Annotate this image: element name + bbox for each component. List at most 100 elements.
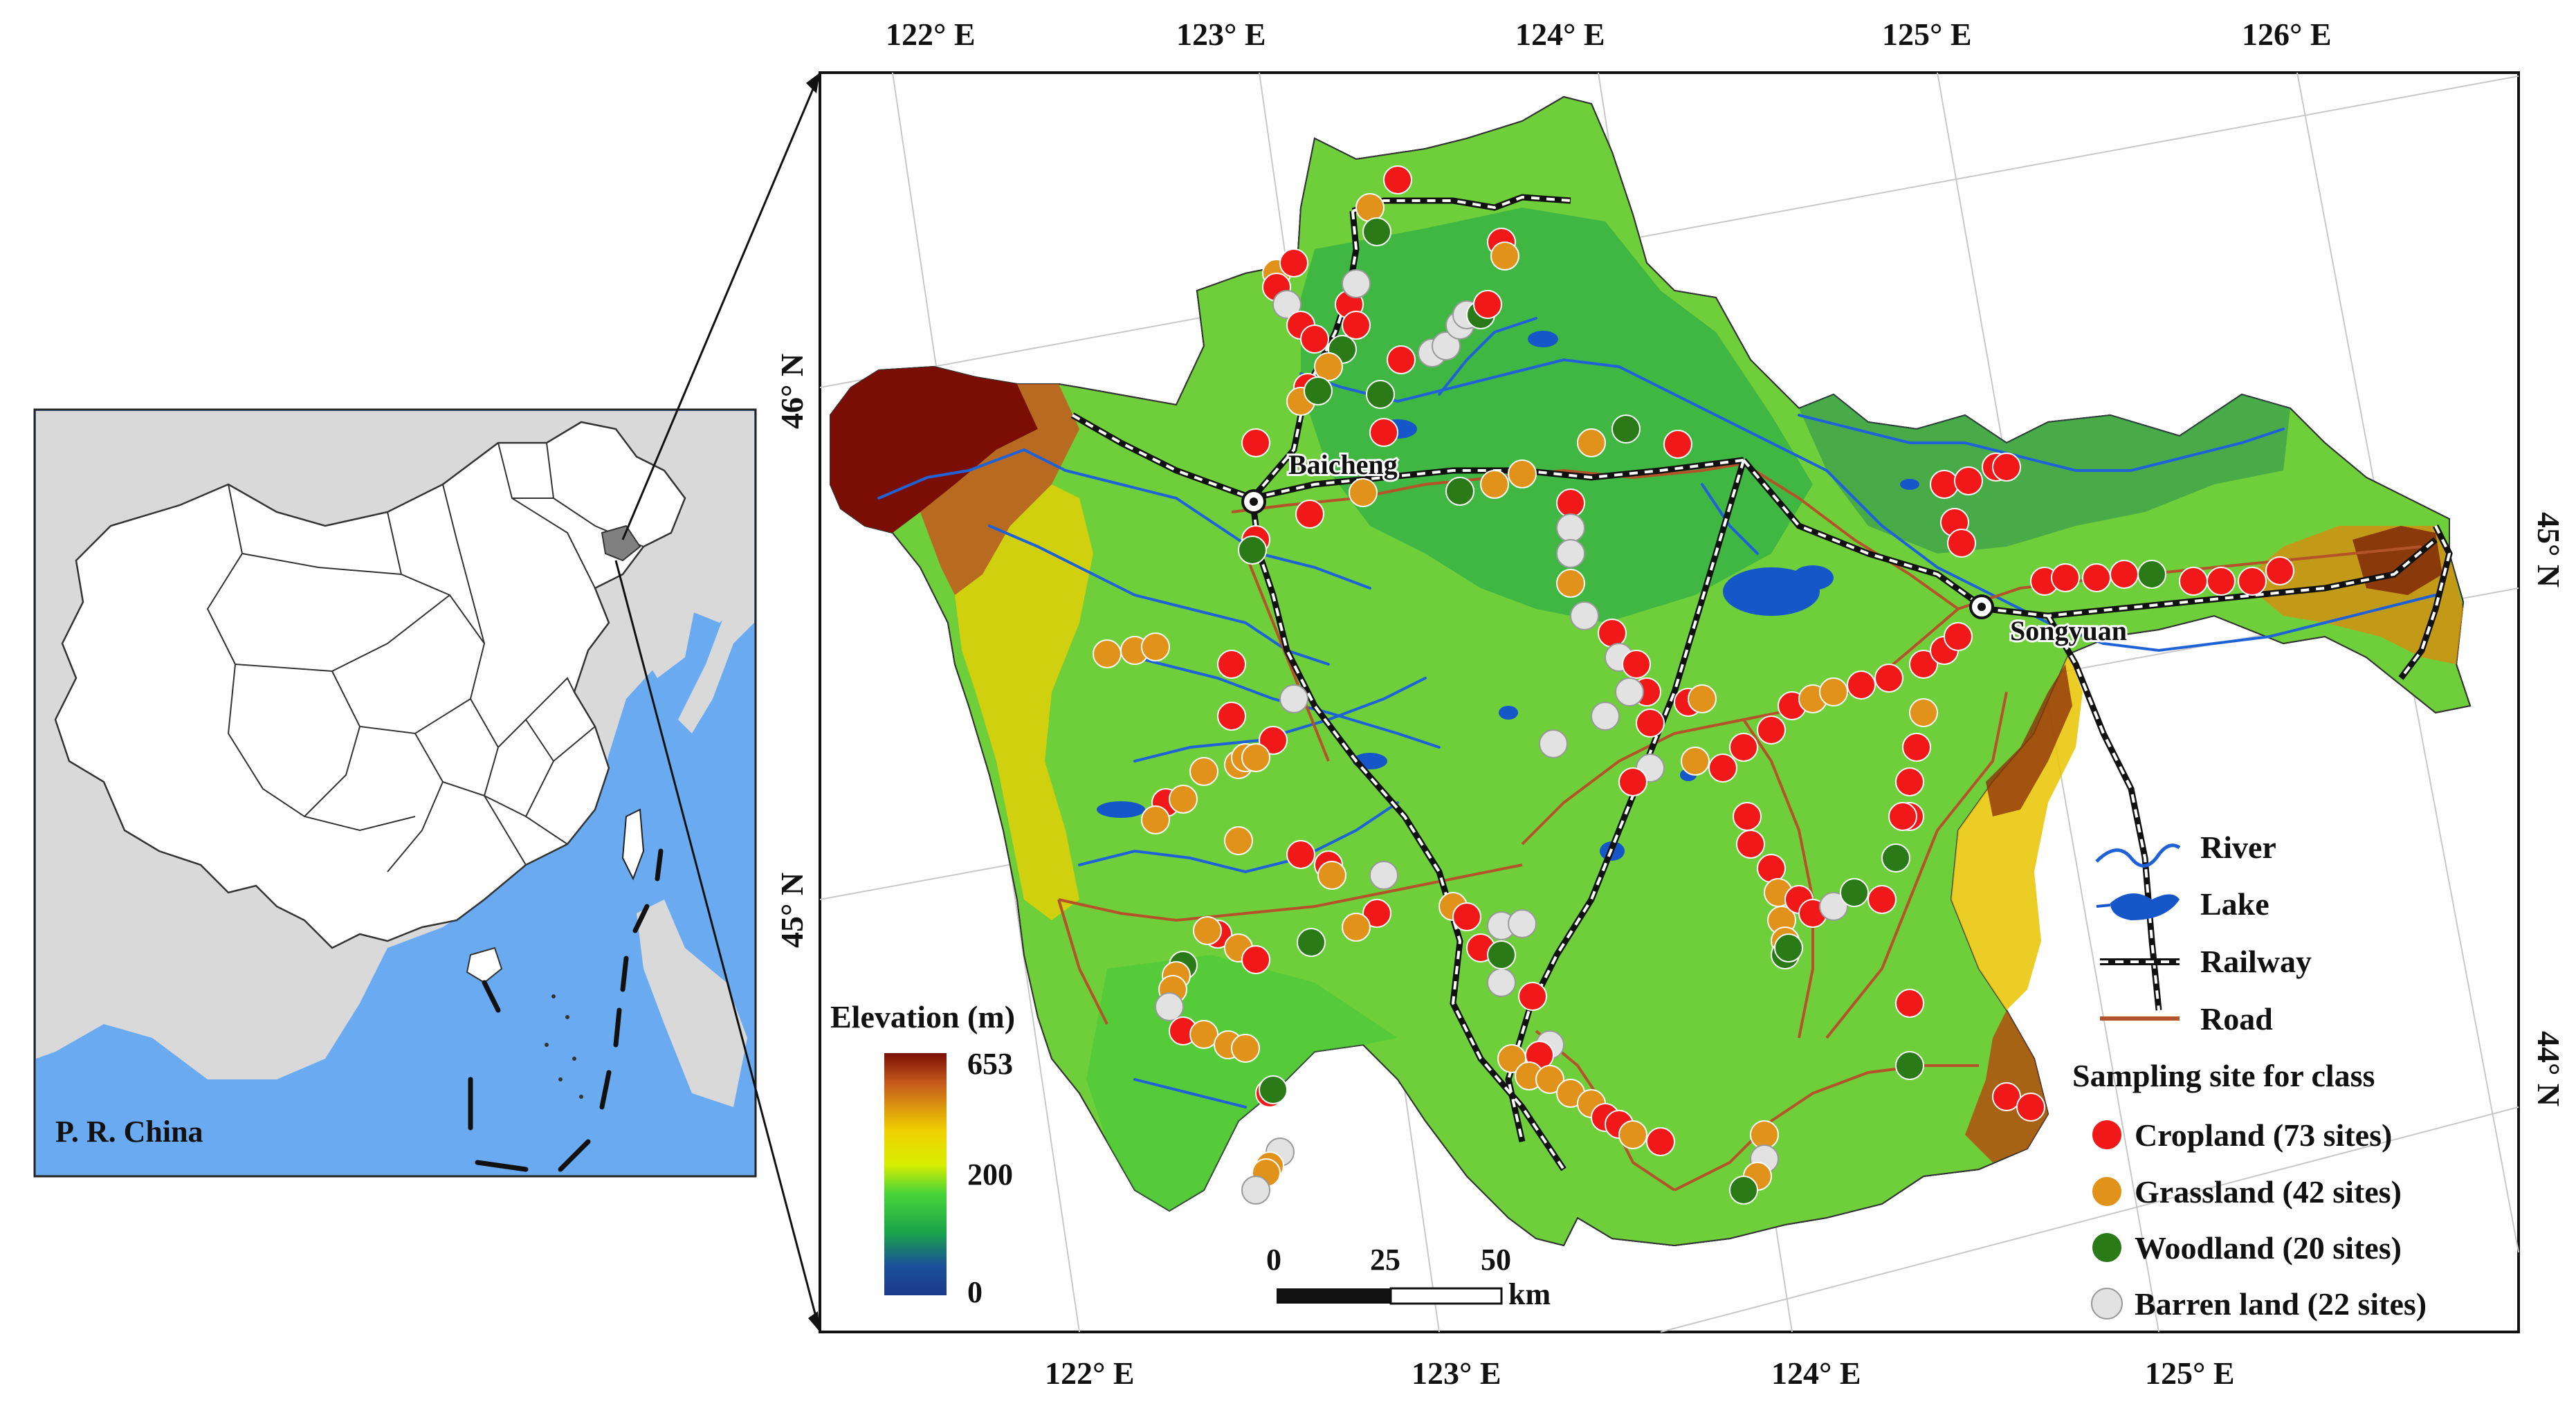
lon-top-3: 124° E xyxy=(1515,17,1605,52)
barren-marker-icon xyxy=(2091,1288,2123,1320)
grassland-site-marker xyxy=(1618,1120,1647,1149)
cropland-site-marker xyxy=(1452,902,1481,931)
scale-tick-25: 25 xyxy=(1370,1243,1400,1277)
grassland-site-marker xyxy=(1231,1034,1260,1063)
barren-site-marker xyxy=(1539,729,1568,758)
woodland-site-marker xyxy=(1238,536,1267,565)
cropland-site-marker xyxy=(1241,428,1270,457)
grassland-site-marker xyxy=(1193,916,1222,945)
city-dot-icon xyxy=(1977,603,1986,611)
cropland-site-marker xyxy=(1241,945,1270,974)
grassland-site-marker xyxy=(1480,470,1509,499)
nw-slope xyxy=(920,384,1079,595)
woodland-site-marker xyxy=(1895,1051,1924,1080)
cropland-site-marker xyxy=(1259,726,1288,755)
cropland-site-marker xyxy=(1636,709,1665,738)
cropland-site-marker xyxy=(2238,567,2267,596)
woodland-site-marker xyxy=(1366,380,1395,409)
grassland-site-marker xyxy=(1224,826,1253,855)
overview-island-dots xyxy=(545,994,583,1099)
city-label-baicheng: Baicheng xyxy=(1288,449,1398,480)
cropland-site-marker xyxy=(1369,418,1398,447)
grassland-site-marker xyxy=(1556,569,1585,598)
cropland-site-marker xyxy=(1874,664,1903,693)
legend-lake-label: Lake xyxy=(2200,886,2269,922)
legend-railway-label: Railway xyxy=(2200,944,2312,979)
legend-barren-label: Barren land (22 sites) xyxy=(2135,1286,2427,1322)
sampling-sites xyxy=(1093,165,2294,1205)
cropland-site-marker xyxy=(1473,290,1502,319)
cropland-site-marker xyxy=(1622,650,1651,679)
cropland-site-marker xyxy=(1847,670,1876,700)
overview-hainan xyxy=(466,947,503,984)
elevation-tick-max: 653 xyxy=(967,1047,1013,1081)
grassland-site-marker xyxy=(1314,352,1343,381)
scale-unit: km xyxy=(1508,1277,1551,1311)
barren-site-marker xyxy=(1556,539,1585,568)
overview-map: P. R. China xyxy=(33,408,757,1178)
cropland-site-marker xyxy=(2051,563,2080,592)
cropland-site-marker xyxy=(1286,840,1315,869)
nw-upland xyxy=(830,367,1038,533)
barren-site-marker xyxy=(1508,909,1537,938)
lat-left-1: 46° N xyxy=(774,354,810,429)
cropland-site-marker xyxy=(1342,311,1371,340)
cropland-site-marker xyxy=(1902,733,1931,762)
longitude-labels-top: 122° E 123° E 124° E 125° E 126° E xyxy=(886,17,2332,52)
city-songyuan[interactable]: Songyuan xyxy=(1969,594,2129,648)
overview-china xyxy=(54,421,686,949)
grassland-site-marker xyxy=(1241,743,1270,772)
overview-nine-dash-line xyxy=(468,848,664,1172)
cropland-site-marker xyxy=(1895,989,1924,1018)
city-baicheng[interactable]: Baicheng xyxy=(1241,447,1400,514)
scale-bar-black xyxy=(1277,1288,1391,1304)
overview-study-area xyxy=(601,524,641,562)
cropland-site-marker xyxy=(1947,529,1976,558)
cropland-site-marker xyxy=(1279,248,1308,277)
barren-site-marker xyxy=(1369,861,1398,890)
barren-site-marker xyxy=(1342,269,1371,298)
central-lowland xyxy=(1301,208,1813,623)
lat-right-1: 45° N xyxy=(2531,512,2566,587)
grassland-site-marker xyxy=(1577,428,1606,457)
scale-bar: 0 25 50 km xyxy=(1266,1243,1551,1311)
cropland-site-marker xyxy=(2207,567,2236,596)
legend-sampling-title: Sampling site for class xyxy=(2072,1058,2375,1093)
cropland-site-marker xyxy=(1992,453,2021,482)
barren-site-marker xyxy=(1272,290,1301,319)
woodland-site-marker xyxy=(1362,217,1391,246)
lon-bottom-4: 125° E xyxy=(2145,1355,2235,1391)
legend-road-label: Road xyxy=(2200,1001,2273,1037)
legend-woodland-label: Woodland (20 sites) xyxy=(2135,1230,2402,1266)
lat-left-2: 45° N xyxy=(774,873,810,948)
overview-korea xyxy=(637,554,699,678)
cropland-site-marker xyxy=(2016,1093,2045,1122)
woodland-site-marker xyxy=(1487,940,1516,969)
woodland-site-marker xyxy=(1259,1075,1288,1104)
lon-top-4: 125° E xyxy=(1882,17,1972,52)
barren-site-marker xyxy=(1432,331,1461,360)
barren-site-marker xyxy=(1556,513,1585,542)
barren-site-marker xyxy=(1487,968,1516,997)
cropland-site-marker xyxy=(1663,430,1692,459)
cropland-site-marker xyxy=(1888,802,1917,831)
cropland-site-marker xyxy=(1930,470,1959,499)
woodland-site-marker xyxy=(2137,560,2166,589)
grassland-site-marker xyxy=(1349,478,1378,507)
grassland-site-marker xyxy=(1141,805,1170,834)
grassland-site-marker xyxy=(1688,684,1717,713)
grassland-site-marker xyxy=(1508,459,1537,489)
grassland-site-marker xyxy=(1169,785,1198,814)
lake-icon xyxy=(2110,893,2180,920)
grassland-site-marker xyxy=(1141,632,1170,661)
cropland-site-marker xyxy=(1300,325,1329,354)
barren-site-marker xyxy=(1615,677,1644,706)
legend-cropland-label: Cropland (73 sites) xyxy=(2135,1117,2392,1153)
cropland-site-marker xyxy=(1618,767,1647,796)
cropland-site-marker xyxy=(1757,715,1786,745)
woodland-site-marker xyxy=(1297,928,1326,957)
map-legend: River Lake Railway Road Sampling site fo… xyxy=(2072,830,2427,1322)
cropland-site-marker xyxy=(2179,567,2208,596)
scale-tick-50: 50 xyxy=(1481,1243,1511,1277)
cropland-site-marker xyxy=(1954,466,1983,495)
